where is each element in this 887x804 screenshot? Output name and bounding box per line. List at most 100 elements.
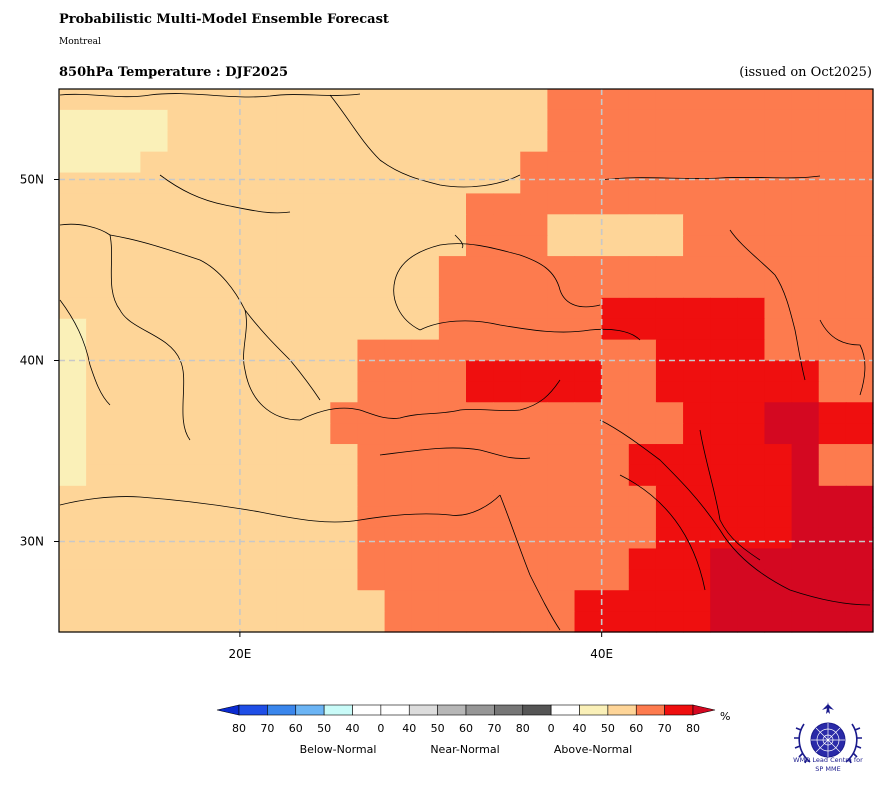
probability-cell [601, 464, 630, 487]
probability-cell [194, 193, 223, 215]
colorbar-tick-label: 80 [516, 722, 530, 735]
probability-cell [628, 151, 657, 174]
probability-cell [86, 297, 114, 320]
probability-cell [330, 235, 359, 257]
probability-cell [167, 569, 196, 591]
probability-cell [248, 402, 277, 424]
probability-cell [737, 130, 766, 153]
probability-cell [86, 444, 114, 466]
probability-cell [276, 276, 304, 299]
probability-cell [303, 235, 331, 257]
probability-cell [628, 381, 657, 403]
probability-cell [710, 109, 738, 132]
probability-cell [818, 130, 847, 153]
lat-label: 30N [20, 535, 44, 549]
location-subtitle: Montreal [59, 37, 101, 47]
probability-cell [520, 89, 548, 111]
probability-cell [438, 423, 467, 445]
probability-cell [303, 527, 331, 550]
probability-cell [574, 89, 603, 111]
probability-cell [520, 339, 548, 362]
probability-cell [628, 464, 657, 487]
probability-cell [59, 276, 87, 299]
probability-cell [845, 172, 874, 195]
probability-cell [303, 611, 331, 633]
probability-cell [493, 214, 521, 236]
probability-cell [683, 569, 711, 591]
probability-cell [384, 339, 413, 362]
probability-cell [710, 214, 738, 236]
probability-cell [303, 151, 331, 174]
probability-cell [140, 444, 169, 466]
probability-cell [438, 527, 467, 550]
colorbar-arrow-left [216, 704, 240, 716]
probability-cell [438, 444, 467, 466]
probability-cell [628, 130, 657, 153]
probability-cell [628, 527, 657, 550]
probability-cell [438, 214, 467, 236]
probability-cell [357, 360, 386, 382]
probability-cell [59, 297, 87, 320]
colorbar-tick-label: 60 [289, 722, 303, 735]
probability-cell [357, 569, 386, 591]
probability-cell [113, 151, 141, 174]
issued-date: (issued on Oct2025) [739, 65, 872, 80]
probability-cell [330, 402, 359, 424]
probability-cell [547, 381, 576, 403]
probability-cell [140, 569, 169, 591]
probability-cell [194, 527, 223, 550]
probability-cell [845, 360, 874, 382]
probability-cell [818, 464, 847, 487]
probability-cell [330, 360, 359, 382]
probability-cell [194, 464, 223, 487]
probability-cell [710, 485, 738, 508]
probability-cell [737, 151, 766, 174]
probability-cell [330, 339, 359, 362]
probability-cell [248, 89, 277, 111]
probability-cell [303, 569, 331, 591]
probability-cell [493, 318, 521, 341]
colorbar-segment [267, 704, 297, 716]
probability-cell [547, 464, 576, 487]
probability-cell [438, 256, 467, 278]
probability-cell [493, 402, 521, 424]
probability-cell [655, 485, 684, 508]
colorbar-tick-label: 40 [573, 722, 587, 735]
probability-cell [737, 485, 766, 508]
probability-cell [601, 235, 630, 257]
probability-cell [438, 506, 467, 529]
probability-cell [221, 214, 250, 236]
probability-cell [221, 297, 250, 320]
probability-cell [357, 611, 386, 633]
probability-cell [520, 590, 548, 612]
colorbar-group-near: Near-Normal [430, 743, 499, 756]
probability-cell [547, 235, 576, 257]
probability-cell [194, 590, 223, 612]
probability-cell [194, 276, 223, 299]
probability-cell [167, 256, 196, 278]
probability-cell [59, 172, 87, 195]
probability-cell [411, 89, 440, 111]
probability-cell [438, 89, 467, 111]
logo-caption: WMO Lead Centre for SP MME [782, 756, 874, 774]
probability-cell [791, 590, 820, 612]
probability-cell [86, 402, 114, 424]
probability-cell [248, 276, 277, 299]
probability-cell [574, 297, 603, 320]
probability-cell [628, 590, 657, 612]
probability-cell [574, 506, 603, 529]
probability-cell [59, 590, 87, 612]
probability-cell [466, 590, 494, 612]
probability-cell [574, 402, 603, 424]
probability-cell [113, 172, 141, 195]
probability-cell [276, 256, 304, 278]
probability-cell [330, 297, 359, 320]
probability-cell [248, 527, 277, 550]
probability-cell [791, 485, 820, 508]
probability-cell [411, 172, 440, 195]
probability-cell [248, 360, 277, 382]
probability-cell [357, 402, 386, 424]
probability-cell [330, 109, 359, 132]
probability-cell [140, 151, 169, 174]
probability-cell [59, 506, 87, 529]
